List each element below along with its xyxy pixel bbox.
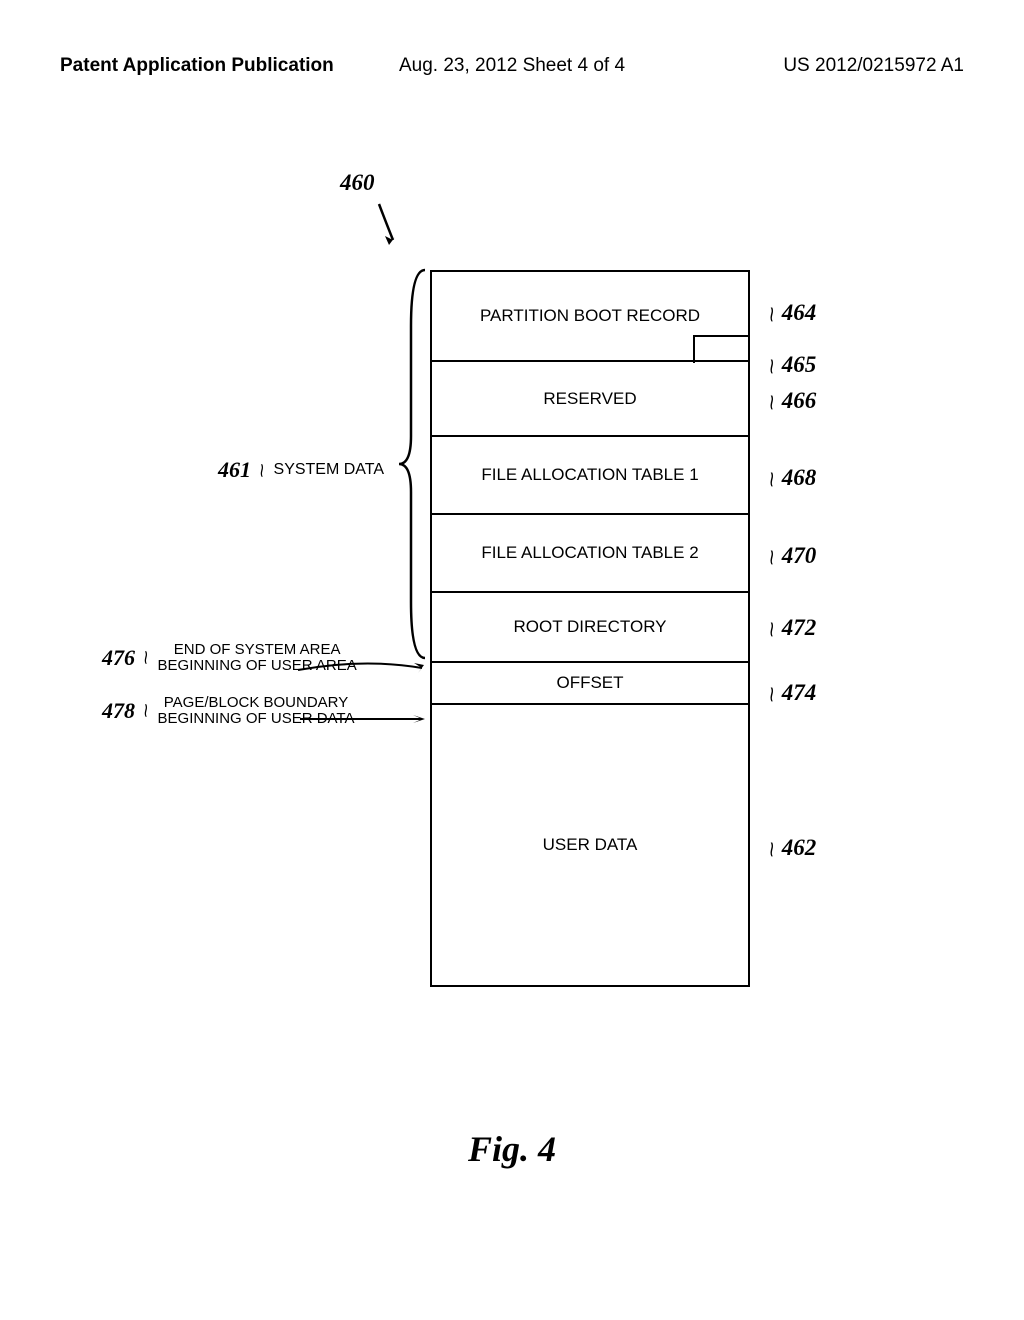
arrow-460-icon: [373, 200, 413, 260]
ref-470: ~470: [768, 543, 816, 569]
ref-476: 476: [102, 645, 135, 671]
memory-layout-stack: PARTITION BOOT RECORD RESERVED FILE ALLO…: [430, 270, 750, 987]
ref-460: 460: [340, 170, 375, 196]
brace-icon: [393, 266, 433, 666]
ref-472: ~472: [768, 615, 816, 641]
ref-468: ~468: [768, 465, 816, 491]
block-root-directory: ROOT DIRECTORY: [432, 593, 748, 663]
block-label: USER DATA: [543, 835, 638, 855]
header-center: Aug. 23, 2012 Sheet 4 of 4: [399, 55, 625, 77]
block-label: FILE ALLOCATION TABLE 2: [481, 543, 698, 563]
figure-label: Fig. 4: [468, 1128, 556, 1170]
ref-461: 461: [218, 457, 251, 483]
header-left: Patent Application Publication: [60, 55, 334, 77]
block-fat2: FILE ALLOCATION TABLE 2: [432, 515, 748, 593]
page-header: Patent Application Publication Aug. 23, …: [60, 55, 964, 77]
header-right: US 2012/0215972 A1: [783, 55, 964, 77]
diagram-area: PARTITION BOOT RECORD RESERVED FILE ALLO…: [0, 270, 1024, 1070]
leader-478-icon: [296, 711, 436, 727]
label-system-data: 461 ~ SYSTEM DATA: [218, 457, 384, 483]
block-label: PARTITION BOOT RECORD: [480, 306, 700, 326]
ref-462: ~462: [768, 835, 816, 861]
ref-466: ~466: [768, 388, 816, 414]
block-user-data: USER DATA: [432, 705, 748, 985]
leader-476-icon: [294, 660, 434, 680]
block-offset: OFFSET: [432, 663, 748, 705]
block-label: RESERVED: [543, 389, 636, 409]
tilde-icon: ~: [136, 703, 157, 718]
ref-478: 478: [102, 698, 135, 724]
ref-464: ~464: [768, 300, 816, 326]
ref-474: ~474: [768, 680, 816, 706]
block-fat1: FILE ALLOCATION TABLE 1: [432, 437, 748, 515]
tilde-icon: ~: [136, 650, 157, 665]
block-label: ROOT DIRECTORY: [513, 617, 666, 637]
block-label: FILE ALLOCATION TABLE 1: [481, 465, 698, 485]
label-478-line1: PAGE/BLOCK BOUNDARY: [158, 695, 355, 711]
tilde-icon: ~: [252, 463, 273, 478]
signature-box: [693, 335, 748, 363]
block-partition-boot-record: PARTITION BOOT RECORD: [432, 272, 748, 362]
system-data-text: SYSTEM DATA: [274, 461, 385, 479]
label-476-line1: END OF SYSTEM AREA: [158, 642, 357, 658]
block-reserved: RESERVED: [432, 362, 748, 437]
block-label: OFFSET: [556, 673, 623, 693]
ref-465: ~465: [768, 352, 816, 378]
